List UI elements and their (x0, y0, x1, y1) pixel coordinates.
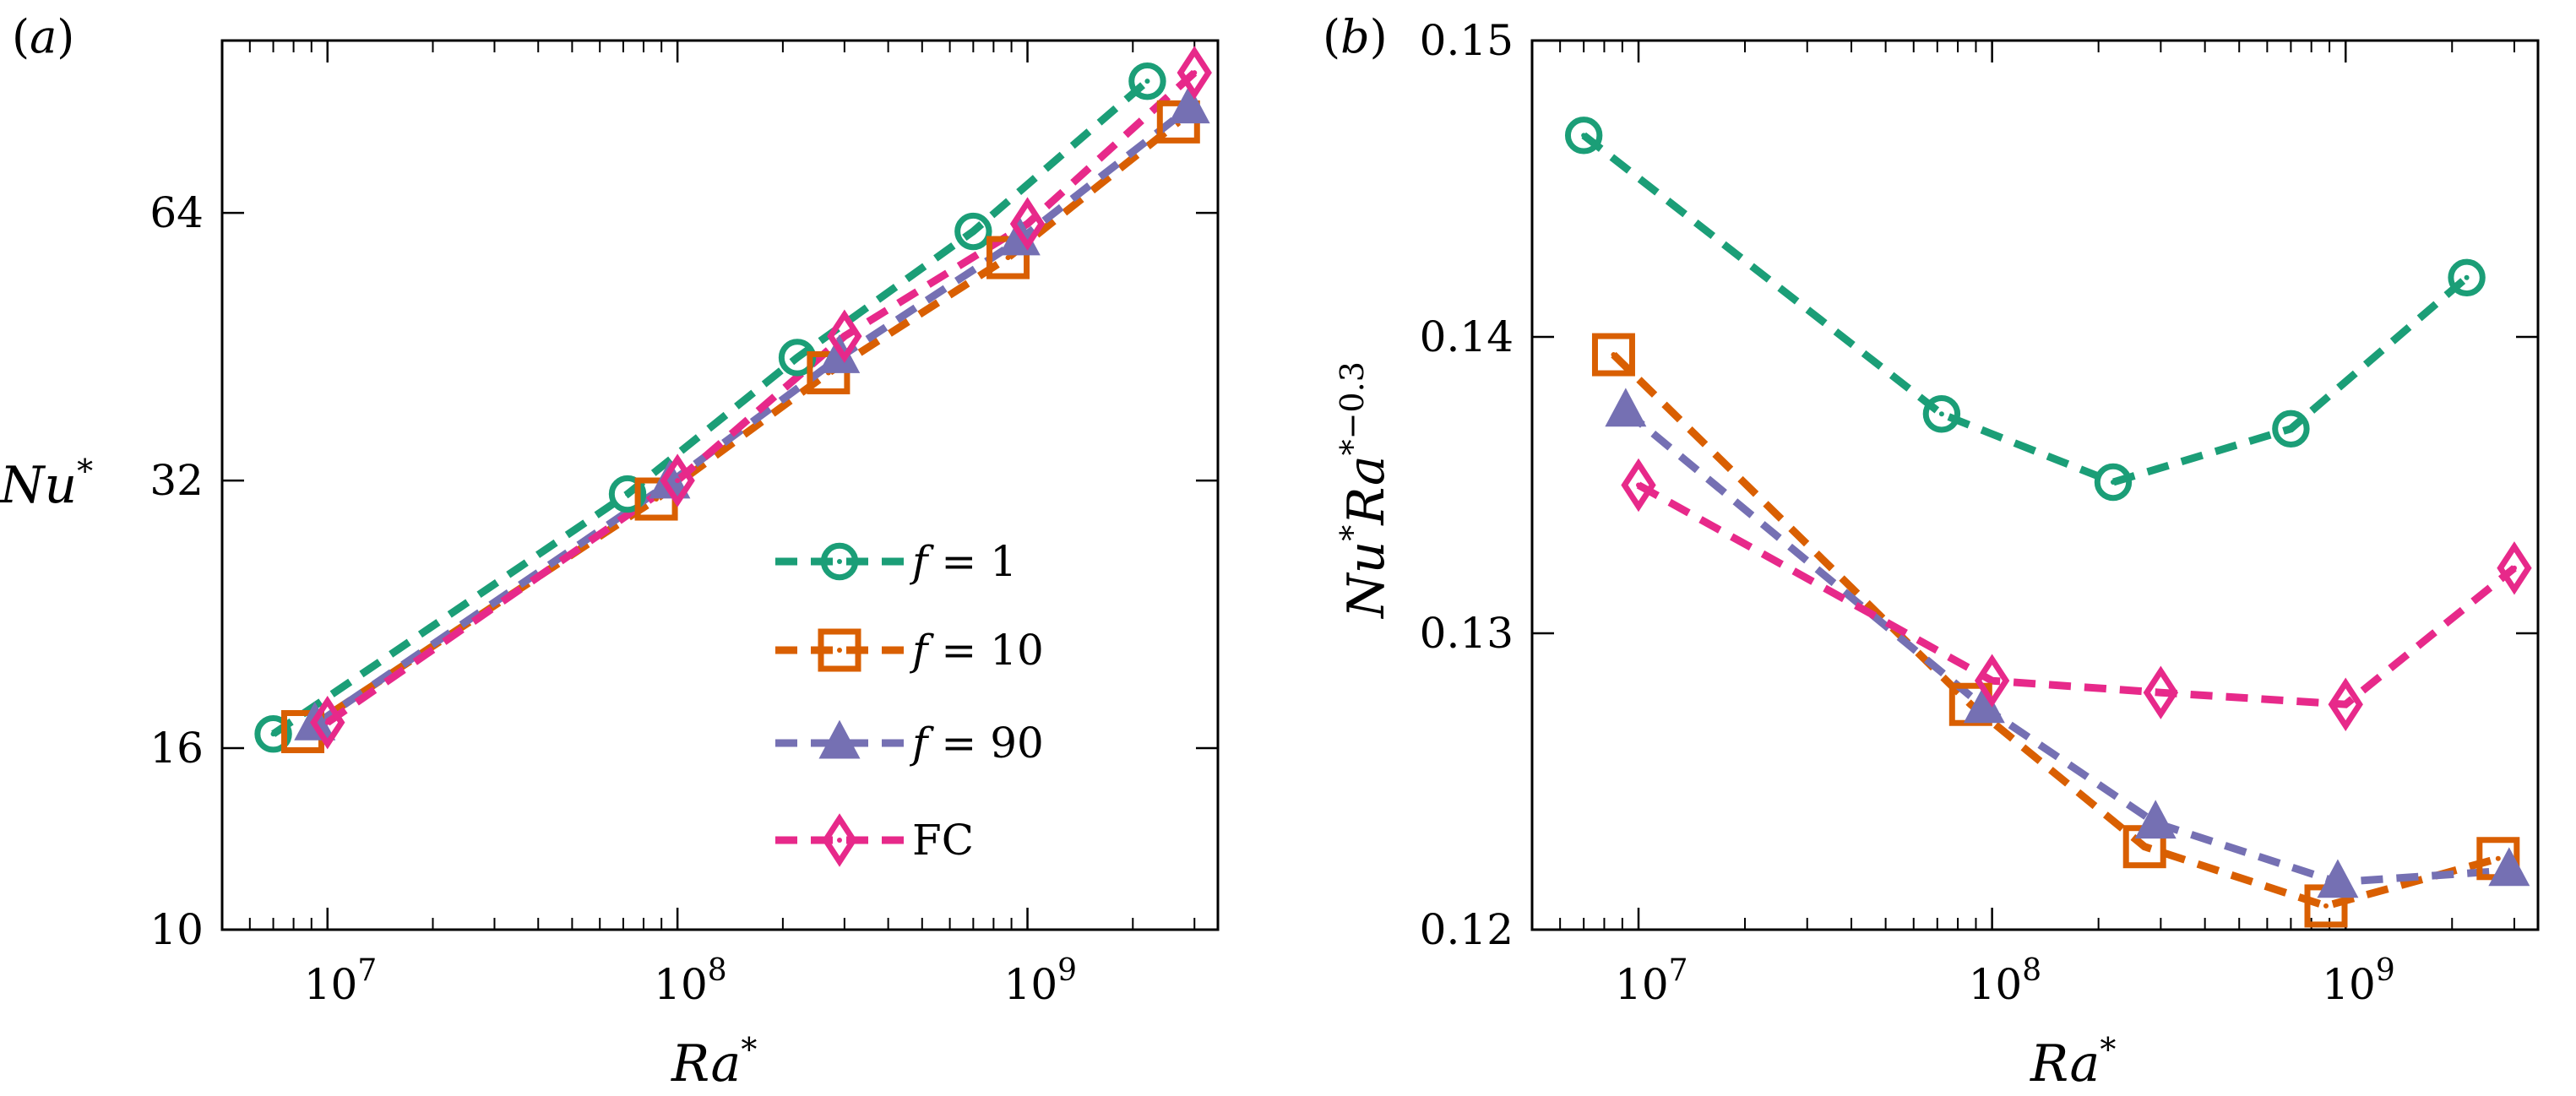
panel-b-letter: b (1340, 10, 1370, 63)
panel-b-x-tick-label: 107 (1615, 953, 1688, 1009)
panel-a-point-fc (310, 695, 345, 750)
panel-b-x-label-sup: * (2100, 1031, 2116, 1068)
legend-label-fc: FC (912, 816, 974, 865)
legend-symbol-f1 (820, 542, 859, 581)
panel-a-point-f90 (1168, 84, 1210, 124)
panel-a-y-tick-label: 64 (149, 188, 204, 237)
panel-b-point-fc (1621, 458, 1656, 513)
panel-a-x-tick-label: 107 (304, 953, 378, 1009)
panel-b-axes-frame (1530, 39, 2540, 931)
legend-entry-f90: f = 90 (775, 719, 1044, 768)
panel-b-y-label-sup1: * (1334, 525, 1371, 541)
panel-a-y-tick-label: 10 (149, 905, 204, 954)
panel-a-letter: a (30, 10, 57, 63)
panel-b-y-tick-label: 0.12 (1420, 905, 1514, 954)
panel-b-point-f90 (1605, 388, 1647, 427)
legend-entry-f10: f = 10 (775, 626, 1044, 675)
panel-b-point-f10 (1591, 333, 1635, 377)
panel-b-paren-open: ( (1323, 10, 1340, 63)
panel-b-point-f1 (2094, 463, 2133, 502)
panel-a-x-axis-label: Ra* (671, 1031, 757, 1093)
legend-marker-f1 (820, 542, 859, 581)
panel-b-x-label-base: Ra (2030, 1034, 2100, 1093)
panel-b-y-axis-label: Nu*Ra*−0.3 (1334, 361, 1396, 620)
panel-a-point-f1 (778, 339, 817, 377)
panel-b-y-tick-label: 0.14 (1420, 312, 1514, 361)
panel-a-y-tick-label: 16 (149, 724, 204, 773)
panel-b-point-f90 (2317, 859, 2359, 898)
panel-b-x-tick-label: 108 (1969, 953, 2042, 1009)
legend-fc-suffix: FC (912, 816, 974, 865)
legend-symbol-f90 (818, 719, 861, 759)
panel-b-point-f1 (2448, 258, 2486, 296)
panel-b-point-fc (2328, 677, 2363, 731)
panel-b-point-f1 (2272, 410, 2310, 448)
panel-b-point-fc (1974, 654, 2010, 708)
panel-b-y-label-mid: Ra (1337, 455, 1396, 525)
panel-a-y-tick-label: 32 (149, 456, 204, 505)
legend-label-f90: f = 90 (909, 719, 1044, 768)
panel-a-paren-close: ) (57, 10, 74, 63)
panel-b-y-tick-label: 0.13 (1420, 609, 1514, 658)
legend-f1-suffix: = 1 (928, 537, 1018, 586)
panel-a-x-tick-label: 109 (1004, 953, 1078, 1009)
legend-entry-fc: FC (775, 813, 974, 867)
panel-b-point-f90 (2488, 847, 2530, 887)
panel-b-x-tick-label: 109 (2322, 953, 2395, 1009)
legend-marker-f10 (818, 628, 861, 672)
legend-label-f10: f = 10 (909, 626, 1044, 675)
panel-a-x-label-base: Ra (671, 1034, 741, 1093)
legend-symbol-f10 (818, 628, 861, 672)
legend-label-f1: f = 1 (909, 537, 1017, 586)
legend-marker-fc (822, 813, 857, 867)
panel-b-point-f1 (1564, 117, 1603, 155)
panel-a-series-line-f10 (301, 118, 1182, 735)
legend-marker-f90 (818, 719, 861, 759)
panel-a-point-f1 (254, 715, 292, 753)
panel-a-label: (a) (12, 10, 74, 63)
panel-a-point-fc (1177, 46, 1212, 100)
legend-f90-suffix: = 90 (928, 719, 1044, 768)
panel-a: (a) Nu* Ra* (0, 10, 757, 1093)
panel-a-point-f1 (1128, 62, 1166, 100)
panel-a-axes-frame (220, 39, 1220, 931)
panel-a-point-fc (827, 309, 862, 363)
panel-a-point-fc (660, 453, 695, 507)
legend: f = 1 f = 10 f = 90 FC (775, 537, 1044, 867)
panel-a-point-f1 (608, 475, 647, 513)
panel-b: (b) Nu*Ra*−0.3 Ra* (1323, 10, 2116, 1093)
legend-f10-suffix: = 10 (928, 626, 1044, 675)
panel-b-y-label-sup2: *−0.3 (1334, 361, 1371, 455)
panel-b-label: (b) (1323, 10, 1388, 63)
panel-b-point-fc (2143, 665, 2179, 719)
legend-entry-f1: f = 1 (775, 537, 1017, 586)
panel-b-x-axis-label: Ra* (2030, 1031, 2116, 1093)
panel-b-series-line-f90 (1623, 408, 2510, 887)
panel-b-point-fc (2497, 541, 2532, 595)
panel-a-y-label-base: Nu (0, 456, 77, 515)
panel-a-y-axis-label: Nu* (0, 453, 93, 515)
panel-a-point-fc (1009, 197, 1046, 251)
panel-b-series-line-f1 (1581, 132, 2470, 486)
panel-a-series-line-fc (325, 69, 1198, 726)
panel-b-paren-close: ) (1370, 10, 1388, 63)
panel-a-x-tick-label: 108 (654, 953, 727, 1009)
panel-a-y-label-sup: * (77, 453, 93, 490)
panel-b-series-line-fc (1636, 481, 2517, 708)
panel-b-series-line-f10 (1611, 351, 2499, 910)
panel-a-paren-open: ( (12, 10, 30, 63)
panel-b-point-f1 (1922, 395, 1961, 433)
panel-b-y-label-base: Nu (1337, 541, 1396, 620)
panel-b-y-tick-label: 0.15 (1420, 16, 1514, 65)
panel-a-point-f1 (954, 212, 992, 251)
panel-a-x-label-sup: * (741, 1031, 757, 1068)
legend-symbol-fc (822, 813, 857, 867)
panel-b-point-f90 (2134, 800, 2177, 839)
